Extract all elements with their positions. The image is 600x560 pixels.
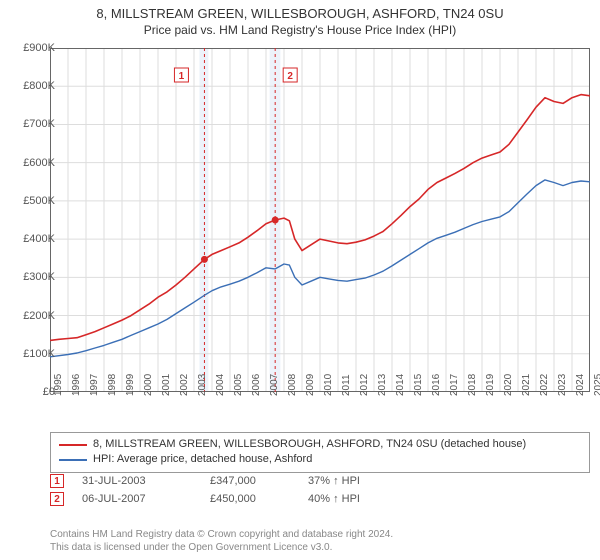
x-axis-tick-label: 2010 <box>323 374 334 396</box>
y-axis-tick-label: £200K <box>5 310 55 322</box>
x-axis-tick-label: 2005 <box>233 374 244 396</box>
x-axis-tick-label: 2022 <box>539 374 550 396</box>
y-axis-tick-label: £600K <box>5 157 55 169</box>
y-axis-tick-label: £900K <box>5 42 55 54</box>
x-axis-tick-label: 2020 <box>503 374 514 396</box>
x-axis-tick-label: 2015 <box>413 374 424 396</box>
x-axis-tick-label: 1999 <box>125 374 136 396</box>
x-axis-tick-label: 2019 <box>485 374 496 396</box>
y-axis-tick-label: £100K <box>5 348 55 360</box>
sale-date-2: 06-JUL-2007 <box>82 493 192 505</box>
footer-line-2: This data is licensed under the Open Gov… <box>50 541 590 554</box>
legend-swatch-property <box>59 444 87 446</box>
x-axis-tick-label: 2011 <box>341 374 352 396</box>
y-axis-tick-label: £400K <box>5 233 55 245</box>
x-axis-tick-label: 2006 <box>251 374 262 396</box>
y-axis-tick-label: £700K <box>5 118 55 130</box>
legend-row-property: 8, MILLSTREAM GREEN, WILLESBOROUGH, ASHF… <box>59 437 581 452</box>
x-axis-tick-label: 2009 <box>305 374 316 396</box>
chart-title-line1: 8, MILLSTREAM GREEN, WILLESBOROUGH, ASHF… <box>0 0 600 23</box>
x-axis-tick-label: 2008 <box>287 374 298 396</box>
legend-row-hpi: HPI: Average price, detached house, Ashf… <box>59 452 581 467</box>
footer-line-1: Contains HM Land Registry data © Crown c… <box>50 528 590 541</box>
x-axis-tick-label: 1998 <box>107 374 118 396</box>
legend-label-hpi: HPI: Average price, detached house, Ashf… <box>93 452 312 467</box>
chart-plot-area: 12 <box>50 48 590 392</box>
x-axis-tick-label: 1996 <box>71 374 82 396</box>
chart-container: 8, MILLSTREAM GREEN, WILLESBOROUGH, ASHF… <box>0 0 600 560</box>
x-axis-tick-label: 2016 <box>431 374 442 396</box>
svg-text:1: 1 <box>179 71 185 82</box>
sale-pct-2: 40% ↑ HPI <box>308 493 398 505</box>
x-axis-tick-label: 2017 <box>449 374 460 396</box>
sale-row-1: 1 31-JUL-2003 £347,000 37% ↑ HPI <box>50 474 590 488</box>
y-axis-tick-label: £0 <box>5 386 55 398</box>
sale-price-1: £347,000 <box>210 475 290 487</box>
x-axis-tick-label: 2004 <box>215 374 226 396</box>
x-axis-tick-label: 2000 <box>143 374 154 396</box>
legend-swatch-hpi <box>59 459 87 461</box>
x-axis-tick-label: 1995 <box>53 374 64 396</box>
sale-marker-1-icon: 1 <box>50 474 64 488</box>
y-axis-tick-label: £300K <box>5 271 55 283</box>
x-axis-tick-label: 2012 <box>359 374 370 396</box>
x-axis-tick-label: 2023 <box>557 374 568 396</box>
svg-text:2: 2 <box>287 71 293 82</box>
chart-title-line2: Price paid vs. HM Land Registry's House … <box>0 23 600 41</box>
sale-marker-2-icon: 2 <box>50 492 64 506</box>
sale-date-1: 31-JUL-2003 <box>82 475 192 487</box>
y-axis-tick-label: £800K <box>5 80 55 92</box>
chart-svg: 12 <box>50 48 590 392</box>
x-axis-tick-label: 2025 <box>593 374 600 396</box>
x-axis-tick-label: 2002 <box>179 374 190 396</box>
y-axis-tick-label: £500K <box>5 195 55 207</box>
legend-label-property: 8, MILLSTREAM GREEN, WILLESBOROUGH, ASHF… <box>93 437 526 452</box>
x-axis-tick-label: 2001 <box>161 374 172 396</box>
x-axis-tick-label: 2007 <box>269 374 280 396</box>
x-axis-tick-label: 2024 <box>575 374 586 396</box>
sale-row-2: 2 06-JUL-2007 £450,000 40% ↑ HPI <box>50 492 590 506</box>
footer-attribution: Contains HM Land Registry data © Crown c… <box>50 528 590 554</box>
x-axis-tick-label: 2014 <box>395 374 406 396</box>
sale-pct-1: 37% ↑ HPI <box>308 475 398 487</box>
sales-table: 1 31-JUL-2003 £347,000 37% ↑ HPI 2 06-JU… <box>50 474 590 510</box>
x-axis-tick-label: 2003 <box>197 374 208 396</box>
x-axis-tick-label: 2018 <box>467 374 478 396</box>
x-axis-tick-label: 2013 <box>377 374 388 396</box>
x-axis-tick-label: 1997 <box>89 374 100 396</box>
x-axis-tick-label: 2021 <box>521 374 532 396</box>
legend-box: 8, MILLSTREAM GREEN, WILLESBOROUGH, ASHF… <box>50 432 590 473</box>
sale-price-2: £450,000 <box>210 493 290 505</box>
